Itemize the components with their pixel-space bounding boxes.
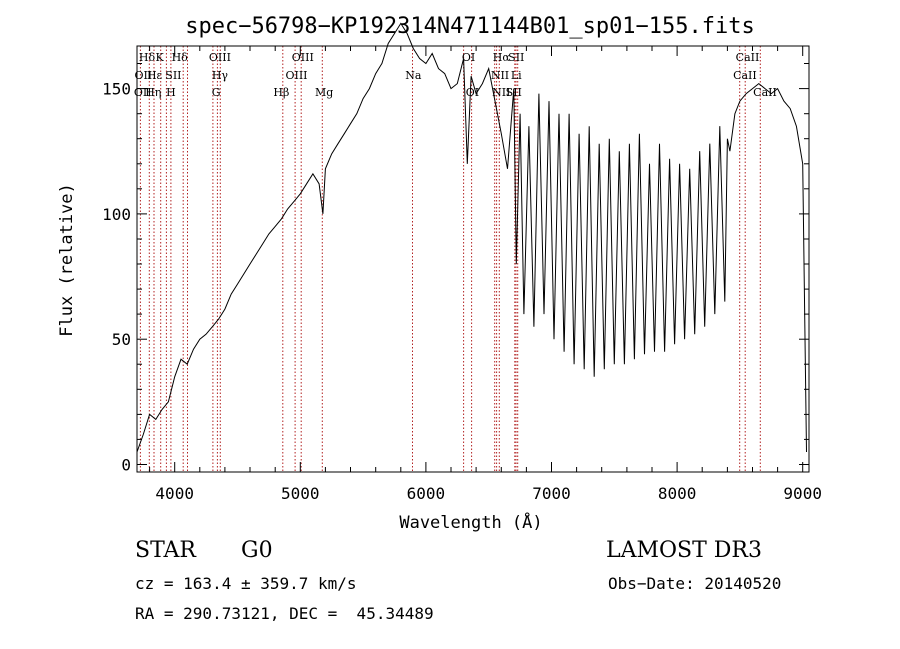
spectral-line-label: H [166,86,176,99]
spectral-line-label: NII [492,86,510,99]
axis-ticks: 4000 5000 6000 7000 8000 9000 0 50 100 150 [102,46,822,503]
spectral-line-label: Hδ [139,51,156,64]
y-tick-label: 0 [121,456,131,475]
spectral-line-label: Hβ [273,86,289,99]
spectral-line-label: K [155,51,164,64]
spectral-line-label: SII [165,69,181,82]
object-class: STAR [135,538,196,563]
spectral-line-label: Hε [147,69,163,82]
spectral-line-label: Li [511,69,522,82]
x-tick-label: 4000 [155,484,194,503]
object-subclass: G0 [241,538,273,563]
observation-date: Obs−Date: 20140520 [608,574,782,593]
x-tick-label: 5000 [281,484,320,503]
spectral-line-label: OIII [292,51,314,64]
y-tick-label: 50 [112,330,131,349]
survey-name: LAMOST DR3 [606,538,762,563]
spectral-line-label: NII [491,69,509,82]
coordinates-readout: RA = 290.73121, DEC = 45.34489 [135,604,434,623]
spectral-line-label: G [212,86,221,99]
spectral-line-label: CaII [733,69,757,82]
spectral-line-label: OIII [209,51,231,64]
spectral-line-label: OII [134,69,152,82]
x-axis-label: Wavelength (Å) [399,511,542,533]
x-tick-label: 7000 [532,484,571,503]
chart-title: spec−56798−KP192314N471144B01_sp01−155.f… [185,14,755,39]
y-axis-label: Flux (relative) [57,183,77,337]
redshift-readout: cz = 163.4 ± 359.7 km/s [135,574,357,593]
spectral-line-label: OIII [285,69,307,82]
spectral-line-label: Na [405,69,422,82]
spectral-line-label: OI [466,86,479,99]
x-tick-label: 9000 [783,484,822,503]
spectral-line-label: OI [462,51,475,64]
spectral-line-label: OII [134,86,152,99]
spectral-line-label: SII [508,51,524,64]
x-tick-label: 6000 [407,484,446,503]
spectral-line-label: CaII [753,86,777,99]
spectral-line-label: Hα [493,51,511,64]
plot-frame [136,45,810,473]
spectral-line-label: Mg [315,86,333,99]
spectral-line-markers [139,46,761,472]
y-tick-label: 100 [102,205,131,224]
x-tick-label: 8000 [658,484,697,503]
y-tick-label: 150 [102,80,131,99]
spectral-line-label: Hγ [212,69,229,82]
spectral-line-label: Hη [145,86,161,99]
spectral-line-label: Hδ [172,51,189,64]
spectrum-series-line [136,22,807,453]
spectral-line-label: CaII [736,51,760,64]
